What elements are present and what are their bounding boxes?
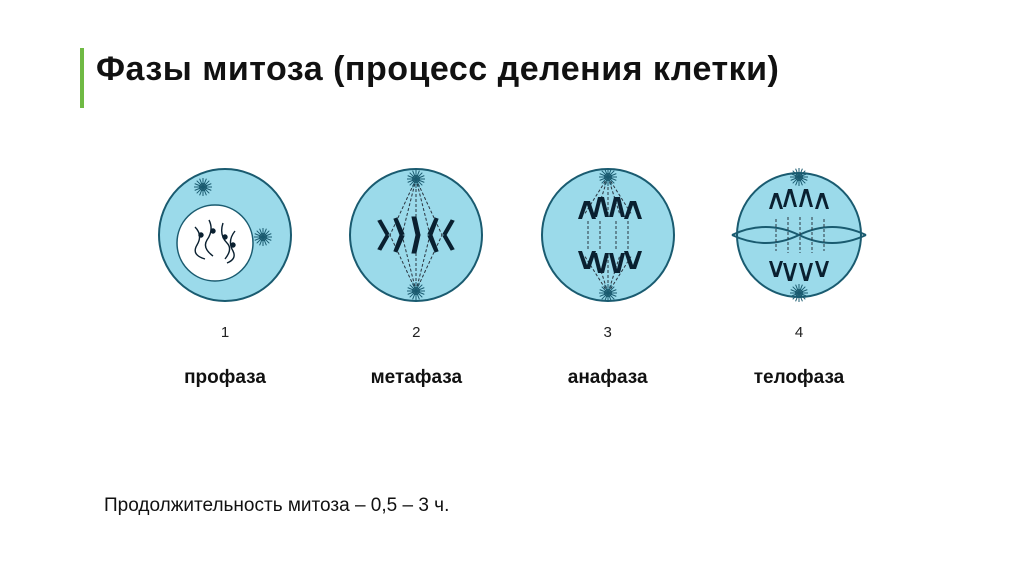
- duration-text: Продолжительность митоза – 0,5 – 3 ч.: [104, 495, 449, 517]
- accent-bar: [80, 48, 84, 108]
- cell-prophase: [150, 160, 300, 310]
- cell-metaphase: [341, 160, 491, 310]
- phase-label: телофаза: [754, 367, 844, 389]
- phases-row: 1 профаза: [150, 160, 874, 389]
- phase-prophase: 1 профаза: [150, 160, 300, 389]
- phase-number: 3: [603, 324, 611, 341]
- cell-telophase: [724, 160, 874, 310]
- phase-label: метафаза: [371, 367, 462, 389]
- phase-number: 2: [412, 324, 420, 341]
- phase-number: 1: [221, 324, 229, 341]
- phase-anaphase: 3 анафаза: [533, 160, 683, 389]
- phase-label: анафаза: [568, 367, 648, 389]
- phase-telophase: 4 телофаза: [724, 160, 874, 389]
- phase-number: 4: [795, 324, 803, 341]
- phase-label: профаза: [184, 367, 266, 389]
- cell-anaphase: [533, 160, 683, 310]
- phase-metaphase: 2 метафаза: [341, 160, 491, 389]
- page-title: Фазы митоза (процесс деления клетки): [96, 50, 779, 89]
